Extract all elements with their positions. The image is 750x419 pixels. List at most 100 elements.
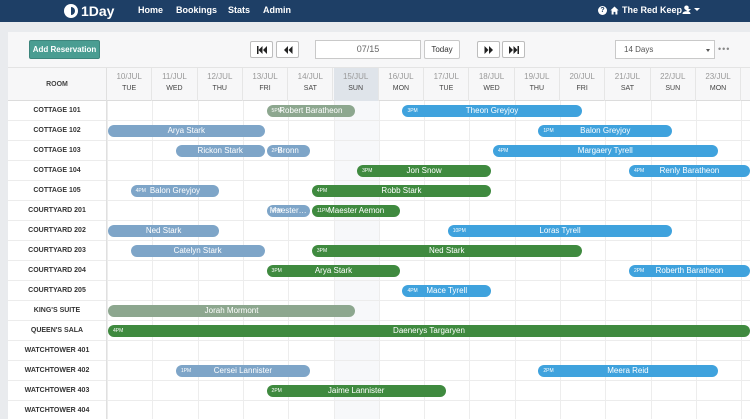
property-menu[interactable]: ? The Red Keep — [598, 5, 692, 15]
guest-name: Arya Stark — [314, 266, 353, 275]
room-name: WATCHTOWER 402 — [8, 361, 107, 381]
brand-logo[interactable]: 1Day — [64, 2, 114, 20]
reservation-bar[interactable]: 3PM Arya Stark — [266, 265, 401, 277]
guest-name: Arya Stark — [167, 126, 205, 135]
guest-name: Ned Stark — [428, 246, 465, 255]
reservation-bar[interactable]: 4PM Daenerys Targaryen — [108, 325, 750, 337]
room-row[interactable]: WATCHTOWER 401 — [8, 341, 750, 361]
checkin-time: 3PM — [362, 168, 373, 174]
reservation-bar[interactable]: Jorah Mormont — [108, 305, 356, 317]
room-row[interactable]: COTTAGE 105 — [8, 181, 750, 201]
room-row[interactable]: COTTAGE 101 — [8, 101, 750, 121]
date-input[interactable]: 07/15 — [315, 40, 421, 59]
day-name: SAT — [303, 85, 317, 92]
nav-stats[interactable]: Stats — [228, 5, 251, 15]
day-date: 18/JUL — [478, 72, 505, 81]
day-name: THU — [529, 85, 545, 92]
room-name: COURTYARD 203 — [8, 241, 107, 261]
day-name: SAT — [620, 85, 634, 92]
room-row[interactable]: WATCHTOWER 402 — [8, 361, 750, 381]
room-name: WATCHTOWER 404 — [8, 401, 107, 419]
room-name: COTTAGE 102 — [8, 121, 107, 141]
room-row[interactable]: COURTYARD 202 — [8, 221, 750, 241]
nav-admin[interactable]: Admin — [263, 5, 291, 15]
reservation-bar[interactable]: 3PM Theon Greyjoy — [402, 105, 582, 117]
reservation-bar[interactable]: Ned Stark — [108, 225, 220, 237]
reservation-bar[interactable]: 4PM Margaery Tyrell — [493, 145, 718, 157]
reservation-bar[interactable]: 5PM Robert Baratheon — [266, 105, 356, 117]
previous-button[interactable] — [276, 41, 299, 58]
reservation-bar[interactable]: 2PM Bronn — [266, 145, 310, 157]
room-row[interactable]: COTTAGE 104 — [8, 161, 750, 181]
checkin-time: 2PM — [271, 388, 282, 394]
day-date: 16/JUL — [388, 72, 414, 81]
day-name: WED — [166, 85, 183, 92]
day-header: 19/JUL THU — [515, 68, 560, 101]
reservation-bar[interactable]: Arya Stark — [108, 125, 265, 137]
room-name: COTTAGE 103 — [8, 141, 107, 161]
chevron-down-icon — [706, 49, 710, 52]
checkin-time: 1PM — [543, 128, 554, 134]
reservation-bar[interactable]: Rickon Stark — [175, 145, 265, 157]
first-page-button[interactable] — [250, 41, 273, 58]
day-header: 13/JUL FRI — [243, 68, 289, 101]
guest-name: Jon Snow — [406, 166, 442, 175]
reservation-bar[interactable]: 4PM Mace Tyrell — [402, 285, 492, 297]
day-name: SUN — [665, 85, 681, 92]
room-row[interactable]: KING'S SUITE — [8, 301, 750, 321]
day-date: 13/JUL — [252, 72, 278, 81]
room-row[interactable]: COURTYARD 203 — [8, 241, 750, 261]
checkin-time: 4PM — [498, 148, 509, 154]
next-button[interactable] — [477, 41, 500, 58]
room-row[interactable]: WATCHTOWER 403 — [8, 381, 750, 401]
room-row[interactable]: COURTYARD 204 — [8, 261, 750, 281]
room-row[interactable]: QUEEN'S SALA — [8, 321, 750, 341]
nav-bookings[interactable]: Bookings — [176, 5, 218, 15]
room-row[interactable]: COURTYARD 201 — [8, 201, 750, 221]
room-row[interactable]: COTTAGE 103 — [8, 141, 750, 161]
day-name: SUN — [348, 85, 364, 92]
reservation-bar[interactable]: 3PM Ned Stark — [311, 245, 582, 257]
day-header: 23/JUL MON — [696, 68, 742, 101]
checkin-time: 2PM — [543, 368, 554, 374]
room-column-header: ROOM — [8, 68, 107, 101]
day-header: 17/JUL TUE — [424, 68, 470, 101]
day-date: 17/JUL — [433, 72, 459, 81]
day-name: FRI — [259, 85, 271, 92]
reservation-bar[interactable]: Catelyn Stark — [130, 245, 265, 257]
reservation-bar[interactable]: 2PM Meera Reid — [538, 365, 718, 377]
guest-name: Balon Greyjoy — [580, 126, 631, 135]
reservation-bar[interactable]: 1PM Cersei Lannister — [175, 365, 310, 377]
reservation-bar[interactable]: 4PM Robb Stark — [311, 185, 492, 197]
reservation-bar[interactable]: 4PM Balon Greyjoy — [130, 185, 220, 197]
day-header: 11/JUL WED — [152, 68, 198, 101]
room-row[interactable]: COTTAGE 102 — [8, 121, 750, 141]
range-select[interactable]: 14 Days — [615, 40, 715, 59]
reservation-bar[interactable]: 4PM Maester… — [266, 205, 310, 217]
room-row[interactable]: WATCHTOWER 404 — [8, 401, 750, 419]
room-row[interactable]: COURTYARD 205 — [8, 281, 750, 301]
checkin-time: 2PM — [271, 148, 282, 154]
fast-forward-icon — [484, 45, 493, 54]
reservation-bar[interactable]: 4PM Renly Baratheon — [628, 165, 750, 177]
room-name: WATCHTOWER 403 — [8, 381, 107, 401]
add-reservation-button[interactable]: Add Reservation — [29, 40, 100, 59]
user-menu[interactable] — [682, 5, 700, 14]
nav-home[interactable]: Home — [138, 5, 164, 15]
reservation-bar[interactable]: 2PM Jaime Lannister — [266, 385, 446, 397]
reservation-bar[interactable]: 2PM Roberth Baratheon — [628, 265, 750, 277]
more-options-icon[interactable]: ••• — [718, 44, 731, 54]
reservation-bar[interactable]: 10PM Loras Tyrell — [447, 225, 673, 237]
calendar-toolbar: Add Reservation 07/15 Today 14 Days ••• — [8, 32, 750, 68]
today-button[interactable]: Today — [424, 40, 460, 59]
day-date: 21/JUL — [614, 72, 641, 81]
reservation-bar[interactable]: 3PM Jon Snow — [357, 165, 492, 177]
day-header: 15/JUL SUN — [333, 68, 379, 101]
help-icon[interactable]: ? — [598, 5, 607, 15]
reservation-bar[interactable]: 1PM Balon Greyjoy — [538, 125, 673, 137]
room-name: COURTYARD 205 — [8, 281, 107, 301]
day-header: 14/JUL SAT — [288, 68, 334, 101]
guest-name: Loras Tyrell — [539, 226, 581, 235]
last-page-button[interactable] — [502, 41, 525, 58]
reservation-bar[interactable]: 11PM Maester Aemon — [311, 205, 401, 217]
